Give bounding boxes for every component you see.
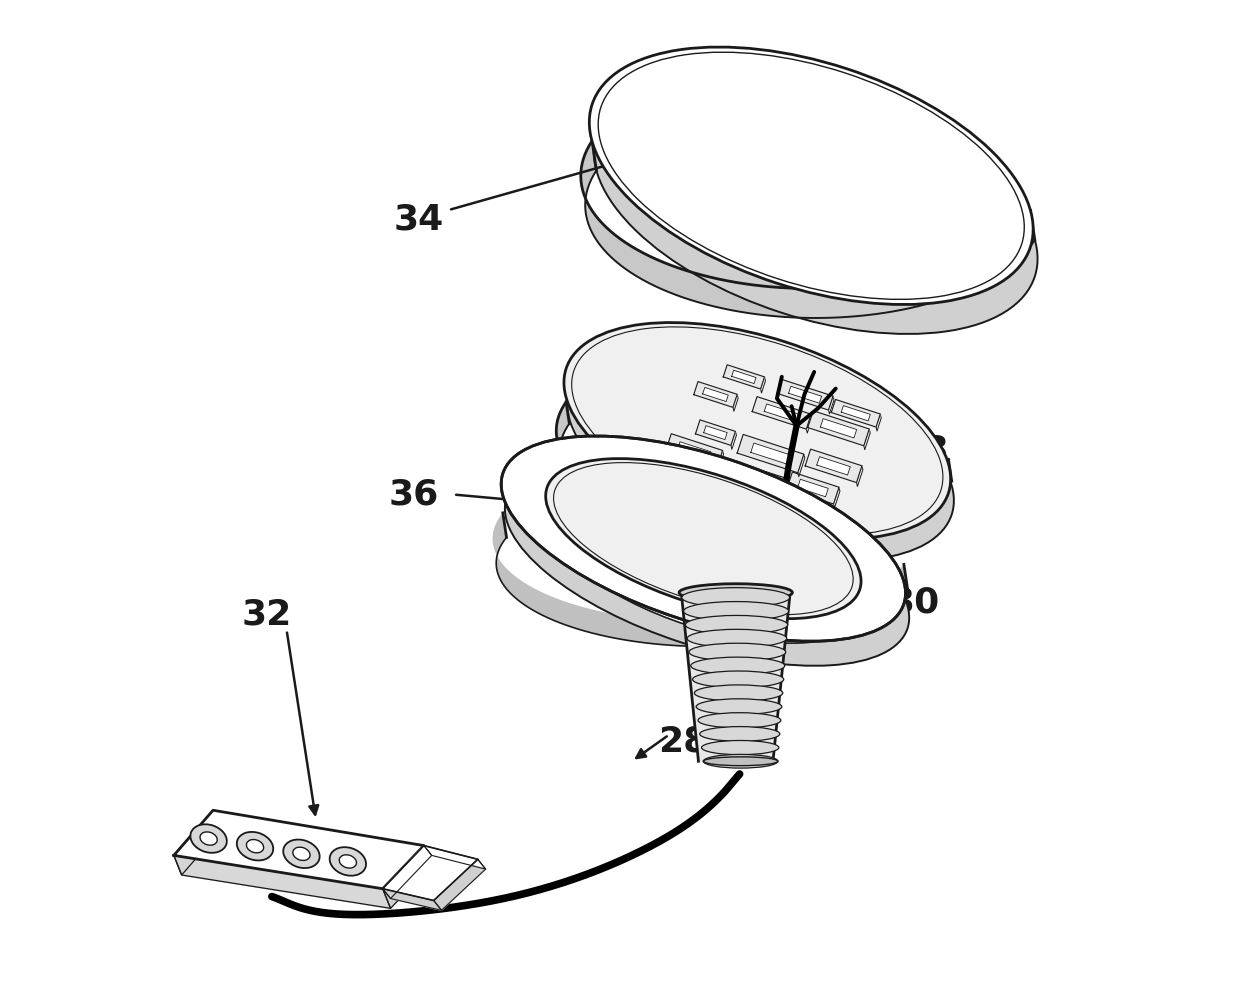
Ellipse shape — [687, 629, 786, 648]
Polygon shape — [805, 449, 862, 483]
Ellipse shape — [699, 727, 780, 742]
Polygon shape — [732, 370, 756, 384]
Polygon shape — [717, 450, 723, 473]
Polygon shape — [174, 810, 424, 889]
Polygon shape — [864, 429, 870, 450]
Text: 28: 28 — [658, 725, 709, 759]
Ellipse shape — [567, 344, 954, 561]
Text: 38: 38 — [899, 433, 949, 468]
Ellipse shape — [501, 436, 905, 641]
Polygon shape — [760, 377, 765, 393]
Ellipse shape — [693, 671, 784, 687]
Ellipse shape — [683, 601, 789, 621]
Ellipse shape — [293, 848, 310, 860]
Ellipse shape — [694, 685, 782, 701]
Ellipse shape — [564, 322, 951, 539]
Polygon shape — [580, 141, 1035, 318]
Polygon shape — [665, 434, 723, 469]
Ellipse shape — [691, 657, 785, 674]
Polygon shape — [817, 457, 851, 475]
Polygon shape — [797, 454, 805, 477]
Polygon shape — [213, 810, 432, 865]
Text: 32: 32 — [242, 597, 293, 631]
Polygon shape — [693, 382, 737, 407]
Ellipse shape — [340, 854, 356, 868]
Polygon shape — [753, 397, 811, 429]
Ellipse shape — [546, 459, 861, 619]
Ellipse shape — [680, 584, 792, 601]
Polygon shape — [807, 410, 869, 446]
Ellipse shape — [682, 587, 790, 607]
Ellipse shape — [689, 643, 786, 661]
Ellipse shape — [696, 699, 781, 714]
Polygon shape — [764, 404, 799, 422]
Ellipse shape — [686, 615, 787, 634]
Polygon shape — [696, 420, 735, 445]
Ellipse shape — [247, 840, 264, 853]
Ellipse shape — [283, 840, 320, 868]
Polygon shape — [557, 402, 952, 546]
Polygon shape — [828, 396, 835, 414]
Polygon shape — [737, 434, 804, 473]
Polygon shape — [703, 425, 727, 439]
Polygon shape — [723, 365, 765, 389]
Polygon shape — [174, 855, 391, 908]
Ellipse shape — [703, 757, 777, 765]
Ellipse shape — [702, 741, 779, 755]
Polygon shape — [806, 414, 812, 433]
Polygon shape — [733, 468, 771, 490]
Ellipse shape — [330, 848, 366, 875]
Polygon shape — [720, 459, 785, 498]
Polygon shape — [797, 480, 828, 496]
Ellipse shape — [703, 755, 777, 768]
Ellipse shape — [549, 483, 864, 643]
Polygon shape — [677, 442, 711, 461]
Polygon shape — [703, 388, 728, 402]
Polygon shape — [750, 443, 790, 464]
Polygon shape — [789, 387, 822, 404]
Polygon shape — [875, 414, 882, 431]
Ellipse shape — [191, 824, 227, 853]
Ellipse shape — [200, 832, 217, 846]
Polygon shape — [733, 395, 738, 411]
Polygon shape — [841, 405, 870, 421]
Text: 34: 34 — [394, 203, 444, 237]
Polygon shape — [777, 380, 833, 410]
Polygon shape — [777, 478, 785, 502]
Ellipse shape — [594, 76, 1038, 334]
Polygon shape — [821, 418, 857, 438]
Polygon shape — [787, 472, 839, 504]
Ellipse shape — [505, 461, 909, 666]
Polygon shape — [730, 431, 737, 449]
Polygon shape — [833, 488, 839, 508]
Polygon shape — [181, 830, 432, 908]
Text: 36: 36 — [389, 478, 439, 511]
Polygon shape — [682, 597, 790, 762]
Ellipse shape — [589, 47, 1033, 305]
Polygon shape — [831, 400, 880, 427]
Ellipse shape — [698, 713, 781, 728]
Polygon shape — [383, 846, 432, 908]
Ellipse shape — [237, 832, 273, 860]
Polygon shape — [391, 855, 486, 910]
Polygon shape — [857, 466, 863, 487]
Polygon shape — [174, 810, 221, 875]
Ellipse shape — [763, 547, 786, 560]
Text: 30: 30 — [889, 585, 940, 619]
Polygon shape — [383, 846, 477, 901]
Polygon shape — [492, 513, 908, 647]
